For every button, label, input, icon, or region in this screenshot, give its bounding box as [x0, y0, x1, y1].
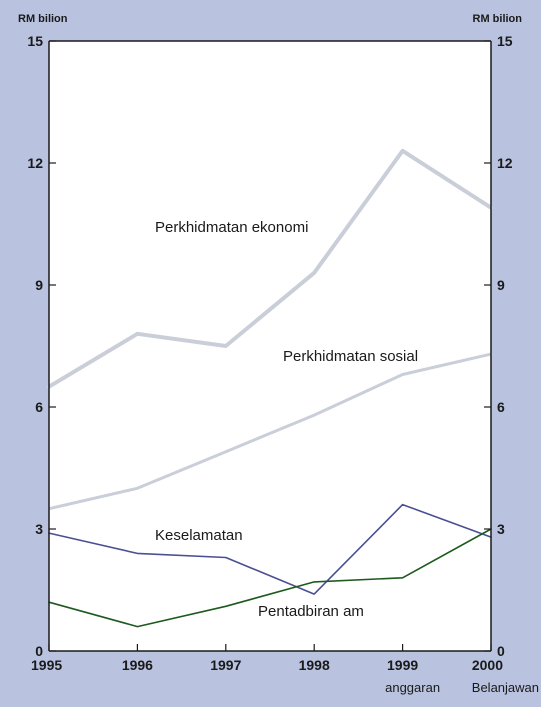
series-line-perkhidmatan-sosial — [47, 352, 493, 511]
axes-layer — [48, 40, 492, 652]
x-tick-label: 1999 — [387, 657, 418, 673]
x-tick-label: 1997 — [210, 657, 241, 673]
y-tick-label-right: 0 — [497, 643, 505, 659]
x-note-label: Belanjawan — [472, 680, 539, 695]
y-tick-label-right: 15 — [497, 33, 513, 49]
series-layer — [47, 148, 493, 628]
x-tick-label: 1995 — [31, 657, 62, 673]
x-note-label: anggaran — [385, 680, 440, 695]
y-tick-label-right: 6 — [497, 399, 505, 415]
labels-layer: 0 0 3 3 6 6 9 9 12 12 15 15 1995 1996 1997 1998 1999 angg… — [18, 13, 539, 695]
series-label-perkhidmatan-sosial: Perkhidmatan sosial — [283, 348, 418, 365]
series-line-perkhidmatan-ekonomi — [47, 148, 493, 389]
x-tick-label: 1996 — [122, 657, 153, 673]
y-tick-label-left: 15 — [27, 33, 43, 49]
y-tick-label-right: 9 — [497, 277, 505, 293]
y-unit-right: RM bilion — [473, 13, 523, 25]
x-tick-label: 1998 — [299, 657, 330, 673]
y-unit-left: RM bilion — [18, 13, 68, 25]
y-tick-label-left: 9 — [35, 277, 43, 293]
y-tick-label-left: 0 — [35, 643, 43, 659]
y-tick-label-right: 12 — [497, 155, 513, 171]
series-label-pentadbiran-am: Pentadbiran am — [258, 603, 364, 620]
y-tick-label-left: 6 — [35, 399, 43, 415]
series-label-keselamatan: Keselamatan — [155, 527, 243, 544]
y-tick-label-left: 3 — [35, 521, 43, 537]
series-label-perkhidmatan-ekonomi: Perkhidmatan ekonomi — [155, 219, 308, 236]
y-tick-label-right: 3 — [497, 521, 505, 537]
series-line-keselamatan — [48, 503, 492, 595]
series-line-pentadbiran-am — [48, 528, 492, 628]
y-tick-label-left: 12 — [27, 155, 43, 171]
x-tick-label: 2000 — [472, 657, 503, 673]
